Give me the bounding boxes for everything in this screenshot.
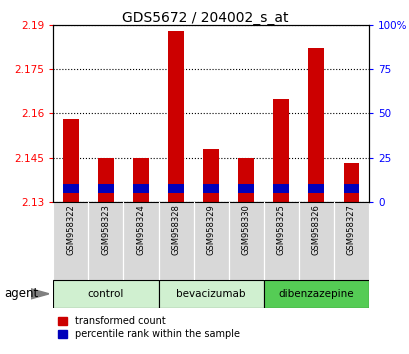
Text: GSM958325: GSM958325 <box>276 204 285 255</box>
Bar <box>158 280 263 308</box>
Bar <box>238 184 254 193</box>
Text: GSM958324: GSM958324 <box>136 204 145 255</box>
Bar <box>238 158 254 202</box>
Polygon shape <box>31 289 49 299</box>
Text: GSM958329: GSM958329 <box>206 204 215 255</box>
Bar <box>53 280 158 308</box>
Bar <box>193 202 228 280</box>
Bar <box>203 184 218 193</box>
Bar <box>88 202 123 280</box>
Bar <box>123 202 158 280</box>
Text: GSM958330: GSM958330 <box>241 204 250 255</box>
Bar <box>133 184 148 193</box>
Bar <box>228 202 263 280</box>
Text: GSM958327: GSM958327 <box>346 204 355 255</box>
Bar <box>263 280 368 308</box>
Text: bevacizumab: bevacizumab <box>176 289 245 299</box>
Text: GSM958322: GSM958322 <box>66 204 75 255</box>
Bar <box>273 98 288 202</box>
Text: GSM958326: GSM958326 <box>311 204 320 255</box>
Bar <box>53 202 88 280</box>
Bar <box>98 184 114 193</box>
Bar <box>333 202 368 280</box>
Bar <box>203 149 218 202</box>
Bar <box>263 202 298 280</box>
Bar <box>63 119 79 202</box>
Bar <box>308 48 324 202</box>
Bar <box>343 164 358 202</box>
Text: agent: agent <box>4 287 38 300</box>
Bar <box>168 184 184 193</box>
Bar <box>63 184 79 193</box>
Bar <box>133 158 148 202</box>
Text: dibenzazepine: dibenzazepine <box>278 289 353 299</box>
Text: GSM958323: GSM958323 <box>101 204 110 255</box>
Bar <box>158 202 193 280</box>
Text: GSM958328: GSM958328 <box>171 204 180 255</box>
Bar <box>298 202 333 280</box>
Legend: transformed count, percentile rank within the sample: transformed count, percentile rank withi… <box>58 316 239 339</box>
Text: GDS5672 / 204002_s_at: GDS5672 / 204002_s_at <box>121 11 288 25</box>
Bar <box>273 184 288 193</box>
Bar <box>343 184 358 193</box>
Bar <box>98 158 114 202</box>
Text: control: control <box>88 289 124 299</box>
Bar <box>168 31 184 202</box>
Bar <box>308 184 324 193</box>
